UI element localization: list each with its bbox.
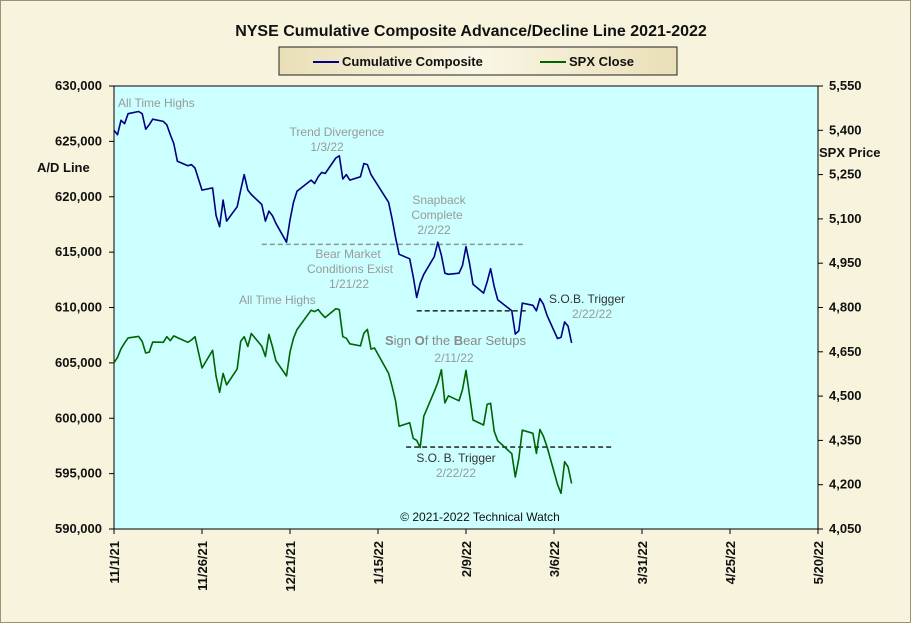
sob-o: O [415, 333, 425, 348]
annotation-snapback-date: 2/2/22 [417, 223, 451, 237]
annotations: All Time Highs Trend Divergence 1/3/22 S… [118, 96, 625, 524]
y-left-tick-label: 605,000 [55, 355, 102, 370]
sob-text-2: f the [425, 333, 454, 348]
x-tick-label: 3/6/22 [547, 541, 562, 577]
y-axis-right: 5,550 5,400 5,250 5,100 4,950 4,800 4,650 4,500… [818, 78, 862, 536]
legend-label-cumulative: Cumulative Composite [342, 54, 483, 69]
reference-lines [261, 243, 614, 448]
legend: Cumulative Composite SPX Close [278, 46, 678, 76]
y-left-tick-label: 620,000 [55, 189, 102, 204]
annotation-bear-market-conditions: Conditions Exist [307, 262, 394, 276]
y-left-tick-label: 625,000 [55, 133, 102, 148]
y-right-tick-label: 4,050 [829, 521, 862, 536]
y-right-tick-label: 4,650 [829, 344, 862, 359]
annotation-bear-market: Bear Market [315, 247, 381, 261]
x-tick-label: 2/9/22 [459, 541, 474, 577]
sob-text-3: ear Setups [463, 333, 526, 348]
y-right-tick-label: 5,550 [829, 78, 862, 93]
annotation-sob-trigger-2: S.O. B. Trigger [416, 451, 495, 465]
y-right-tick-label: 4,200 [829, 477, 862, 492]
x-tick-label: 3/31/22 [635, 541, 650, 584]
annotation-bear-market-date: 1/21/22 [329, 277, 369, 291]
copyright: © 2021-2022 Technical Watch [400, 510, 560, 524]
legend-label-spx: SPX Close [569, 54, 634, 69]
annotation-all-time-highs-1: All Time Highs [118, 96, 195, 110]
y-right-tick-label: 4,500 [829, 388, 862, 403]
annotation-sob-setups: Sign Of the Bear Setups [385, 333, 526, 348]
annotation-snapback: Snapback [412, 193, 466, 207]
y-left-tick-label: 615,000 [55, 244, 102, 259]
x-tick-label: 4/25/22 [723, 541, 738, 584]
y-right-tick-label: 4,350 [829, 432, 862, 447]
y-axis-right-label: SPX Price [819, 145, 880, 160]
x-tick-label: 1/15/22 [371, 541, 386, 584]
annotation-snapback-complete: Complete [411, 208, 463, 222]
legend-box [278, 46, 678, 76]
y-right-tick-label: 5,250 [829, 167, 862, 182]
sob-text-1: ign [394, 333, 415, 348]
sob-s: S [385, 333, 394, 348]
annotation-sob-setups-date: 2/11/22 [434, 351, 473, 365]
x-tick-label: 11/26/21 [195, 541, 210, 591]
y-right-tick-label: 4,950 [829, 255, 862, 270]
annotation-all-time-highs-2: All Time Highs [239, 293, 316, 307]
annotation-trend-divergence-date: 1/3/22 [310, 140, 344, 154]
y-left-tick-label: 610,000 [55, 300, 102, 315]
x-tick-label: 5/20/22 [811, 541, 826, 584]
y-axis-left-label: A/D Line [37, 160, 90, 175]
y-axis-left: 630,000 625,000 620,000 615,000 610,000 605,0… [55, 78, 114, 536]
annotation-sob-trigger-1: S.O.B. Trigger [549, 292, 625, 306]
sob-b: B [454, 333, 463, 348]
x-tick-label: 12/21/21 [283, 541, 298, 592]
chart-title: NYSE Cumulative Composite Advance/Declin… [235, 23, 707, 40]
series-lines [113, 110, 573, 495]
y-right-tick-label: 5,400 [829, 122, 862, 137]
annotation-trend-divergence: Trend Divergence [290, 125, 385, 139]
y-left-tick-label: 590,000 [55, 521, 102, 536]
spx-close-line [113, 307, 573, 495]
cumulative-composite-line [113, 110, 573, 344]
y-left-tick-label: 600,000 [55, 410, 102, 425]
annotation-sob-trigger-2-date: 2/22/22 [436, 466, 476, 480]
y-right-tick-label: 4,800 [829, 300, 862, 315]
y-left-tick-label: 595,000 [55, 466, 102, 481]
y-right-tick-label: 5,100 [829, 211, 862, 226]
x-axis: 11/1/21 11/26/21 12/21/21 1/15/22 2/9/22 3/6/… [107, 529, 826, 592]
annotation-sob-trigger-1-date: 2/22/22 [572, 307, 612, 321]
x-tick-label: 11/1/21 [107, 541, 122, 584]
y-left-tick-label: 630,000 [55, 78, 102, 93]
